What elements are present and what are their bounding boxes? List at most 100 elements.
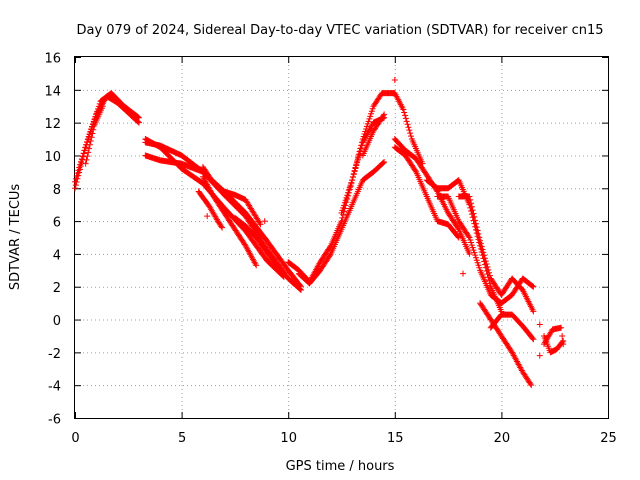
chart-title: Day 079 of 2024, Sidereal Day-to-day VTE… — [76, 23, 603, 38]
data-point — [349, 177, 356, 184]
data-point — [529, 335, 536, 342]
data-point — [466, 234, 473, 241]
data-point — [340, 202, 347, 209]
data-point — [360, 133, 367, 140]
data-point — [391, 76, 398, 83]
data-point — [87, 138, 94, 145]
data-point — [353, 161, 360, 168]
data-point — [472, 254, 479, 261]
data-point — [342, 197, 349, 204]
data-point — [261, 218, 268, 225]
data-point — [339, 207, 346, 214]
data-point — [81, 147, 88, 154]
data-point — [95, 105, 102, 112]
y-tick-label: -2 — [48, 347, 61, 362]
data-point — [380, 112, 387, 119]
y-tick-label: 2 — [53, 281, 61, 296]
y-tick-label: 12 — [44, 117, 61, 132]
data-point — [345, 189, 352, 196]
data-point — [472, 217, 479, 224]
x-tick-label: 10 — [280, 431, 297, 446]
data-point — [369, 105, 376, 112]
data-point — [84, 153, 91, 160]
data-point — [536, 321, 543, 328]
data-point — [257, 221, 264, 228]
data-point — [355, 151, 362, 158]
data-point — [78, 155, 85, 162]
data-point — [486, 272, 493, 279]
data-point — [381, 159, 388, 166]
data-point — [350, 170, 357, 177]
data-point — [348, 179, 355, 186]
data-point — [402, 112, 409, 119]
data-point — [341, 199, 348, 206]
data-point — [470, 247, 477, 254]
data-point — [476, 234, 483, 241]
data-point — [327, 252, 334, 259]
x-tick-label: 5 — [178, 431, 186, 446]
data-point — [401, 109, 408, 116]
data-point — [405, 124, 412, 131]
data-point — [559, 332, 566, 339]
data-point — [359, 136, 366, 143]
y-tick-label: 14 — [44, 84, 61, 99]
data-point — [135, 114, 142, 121]
data-point — [471, 213, 478, 220]
data-point — [475, 262, 482, 269]
data-point — [368, 108, 375, 115]
x-tick-labels: 0 5 10 15 20 25 — [71, 431, 616, 446]
data-point — [473, 224, 480, 231]
data-point — [528, 382, 535, 389]
data-point — [363, 123, 370, 130]
data-point — [478, 243, 485, 250]
data-point — [475, 230, 482, 237]
data-point — [347, 182, 354, 189]
data-point — [365, 118, 372, 125]
data-point — [338, 209, 345, 216]
data-point — [560, 341, 567, 348]
data-point — [481, 252, 488, 259]
x-tick-label: 15 — [387, 431, 404, 446]
data-point — [352, 164, 359, 171]
data-point — [467, 196, 474, 203]
data-point — [346, 184, 353, 191]
data-point — [470, 210, 477, 217]
data-point — [406, 127, 413, 134]
data-point — [408, 133, 415, 140]
data-point — [280, 273, 287, 280]
data-point — [83, 156, 90, 163]
data-point — [454, 225, 461, 232]
data-point — [479, 246, 486, 253]
data-point — [468, 239, 475, 246]
data-point — [466, 250, 473, 257]
data-point — [477, 237, 484, 244]
data-point — [402, 115, 409, 122]
data-point — [474, 259, 481, 266]
data-point — [275, 266, 282, 273]
data-point — [219, 224, 226, 231]
data-point — [468, 200, 475, 207]
data-point — [80, 150, 87, 157]
data-point — [466, 193, 473, 200]
data-point — [77, 161, 84, 168]
data-point — [280, 273, 287, 280]
data-point — [483, 261, 490, 268]
y-tick-label: 0 — [53, 314, 61, 329]
data-point — [351, 167, 358, 174]
data-point — [468, 203, 475, 210]
data-point — [85, 149, 92, 156]
y-tick-label: 16 — [44, 52, 61, 67]
data-point — [527, 380, 534, 387]
data-point — [412, 167, 419, 174]
data-point — [529, 283, 536, 290]
data-point — [482, 258, 489, 265]
data-point — [82, 144, 89, 151]
data-point — [354, 158, 361, 165]
data-point — [486, 269, 493, 276]
data-point — [74, 170, 81, 177]
data-point — [474, 227, 481, 234]
data-point — [349, 173, 356, 180]
data-point — [135, 114, 142, 121]
data-point — [75, 167, 82, 174]
data-point — [85, 133, 92, 140]
